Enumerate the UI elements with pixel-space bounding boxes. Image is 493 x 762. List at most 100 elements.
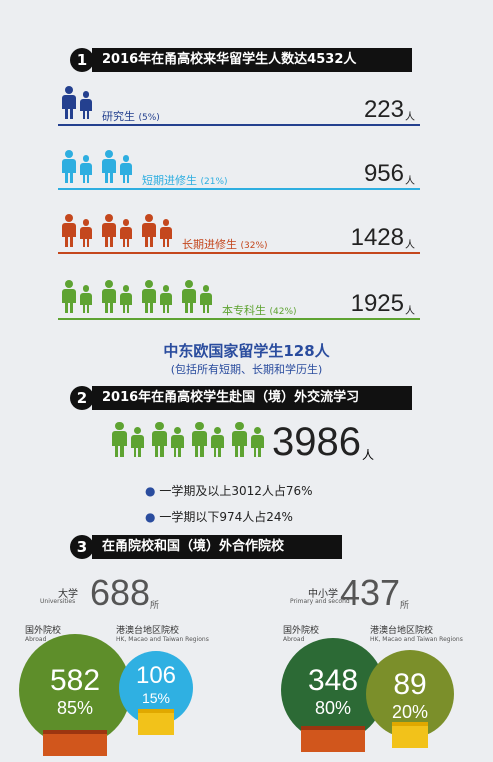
share: (21%) [201, 177, 228, 187]
person-leg [138, 447, 141, 457]
label: 长期进修生 [182, 238, 237, 251]
person-body [192, 431, 207, 446]
person-leg [240, 445, 243, 457]
person-leg [123, 304, 126, 313]
count: 1428 [300, 224, 404, 252]
person-leg [105, 172, 108, 183]
section-number: 3 [70, 535, 94, 559]
person-leg [65, 236, 68, 247]
person-head [65, 214, 73, 222]
person-leg [254, 447, 257, 457]
row-label: 研究生 (5%) [102, 108, 163, 124]
person-head [123, 219, 130, 226]
label: 短期进修生 [142, 174, 197, 187]
person-body [62, 289, 76, 303]
person-leg [65, 108, 68, 119]
person-leg [134, 447, 137, 457]
person-head [65, 150, 73, 158]
person-leg [70, 172, 73, 183]
group-count: 688 [90, 572, 150, 614]
building [138, 709, 174, 735]
person-head [134, 427, 141, 434]
person-body [102, 159, 116, 173]
count: 3986 [272, 420, 361, 465]
group-unit: 所 [400, 598, 409, 611]
person-leg [127, 174, 130, 183]
building [43, 730, 107, 756]
person-leg [115, 445, 118, 457]
person-leg [110, 302, 113, 313]
person-leg [83, 110, 86, 119]
person-leg [70, 236, 73, 247]
person-body [102, 223, 116, 237]
person-body [142, 223, 156, 237]
item-label-en: HK, Macao and Taiwan Regions [116, 636, 209, 643]
person-leg [70, 302, 73, 313]
person-leg [167, 304, 170, 313]
person-leg [163, 304, 166, 313]
item-pct: 85% [19, 698, 131, 719]
person-head [163, 219, 170, 226]
item-label: 国外院校 [283, 623, 319, 636]
person-head [83, 219, 90, 226]
person-body [171, 435, 184, 448]
bullet-text: 一学期以下974人占24% [159, 510, 293, 524]
item-count: 106 [119, 662, 193, 690]
label: 本专科生 [222, 304, 266, 317]
row-label: 本专科生 (42%) [222, 302, 300, 318]
person-leg [195, 445, 198, 457]
person-body [182, 289, 196, 303]
person-leg [160, 445, 163, 457]
building [392, 722, 428, 748]
person-leg [190, 302, 193, 313]
share: (32%) [241, 241, 268, 251]
share: (5%) [139, 113, 160, 123]
person-leg [120, 445, 123, 457]
row-line [58, 188, 420, 190]
person-leg [65, 172, 68, 183]
unit: 人 [405, 172, 415, 187]
person-body [251, 435, 264, 448]
item-label: 港澳台地区院校 [116, 623, 179, 636]
person-head [185, 280, 193, 288]
person-leg [258, 447, 261, 457]
person-head [65, 280, 73, 288]
count: 1925 [300, 290, 404, 318]
item-label-en: Abroad [283, 636, 304, 643]
person-head [105, 150, 113, 158]
person-head [115, 422, 123, 430]
person-leg [185, 302, 188, 313]
person-body [211, 435, 224, 448]
person-leg [123, 174, 126, 183]
bullet-text: 一学期及以上3012人占76% [159, 484, 312, 498]
person-body [102, 289, 116, 303]
person-head [123, 155, 130, 162]
section-title: 在甬院校和国（境）外合作院校 [92, 535, 342, 559]
bullet: ● 一学期以下974人占24% [145, 508, 293, 525]
person-body [112, 431, 127, 446]
person-head [163, 285, 170, 292]
section-number: 2 [70, 386, 94, 410]
person-leg [207, 304, 210, 313]
building [301, 726, 365, 752]
person-head [174, 427, 181, 434]
item-count: 89 [366, 668, 454, 702]
person-head [145, 280, 153, 288]
item-label-en: HK, Macao and Taiwan Regions [370, 636, 463, 643]
person-leg [155, 445, 158, 457]
person-leg [87, 174, 90, 183]
person-leg [150, 236, 153, 247]
item-label-en: Abroad [25, 636, 46, 643]
person-leg [70, 108, 73, 119]
row-label: 长期进修生 (32%) [182, 236, 271, 252]
label: 研究生 [102, 110, 135, 123]
item-pct: 20% [366, 702, 454, 723]
row-line [58, 318, 420, 320]
section-number: 1 [70, 48, 94, 72]
person-leg [83, 174, 86, 183]
person-leg [127, 304, 130, 313]
item-count: 582 [19, 664, 131, 698]
person-leg [218, 447, 221, 457]
group-count: 437 [340, 572, 400, 614]
person-leg [87, 110, 90, 119]
